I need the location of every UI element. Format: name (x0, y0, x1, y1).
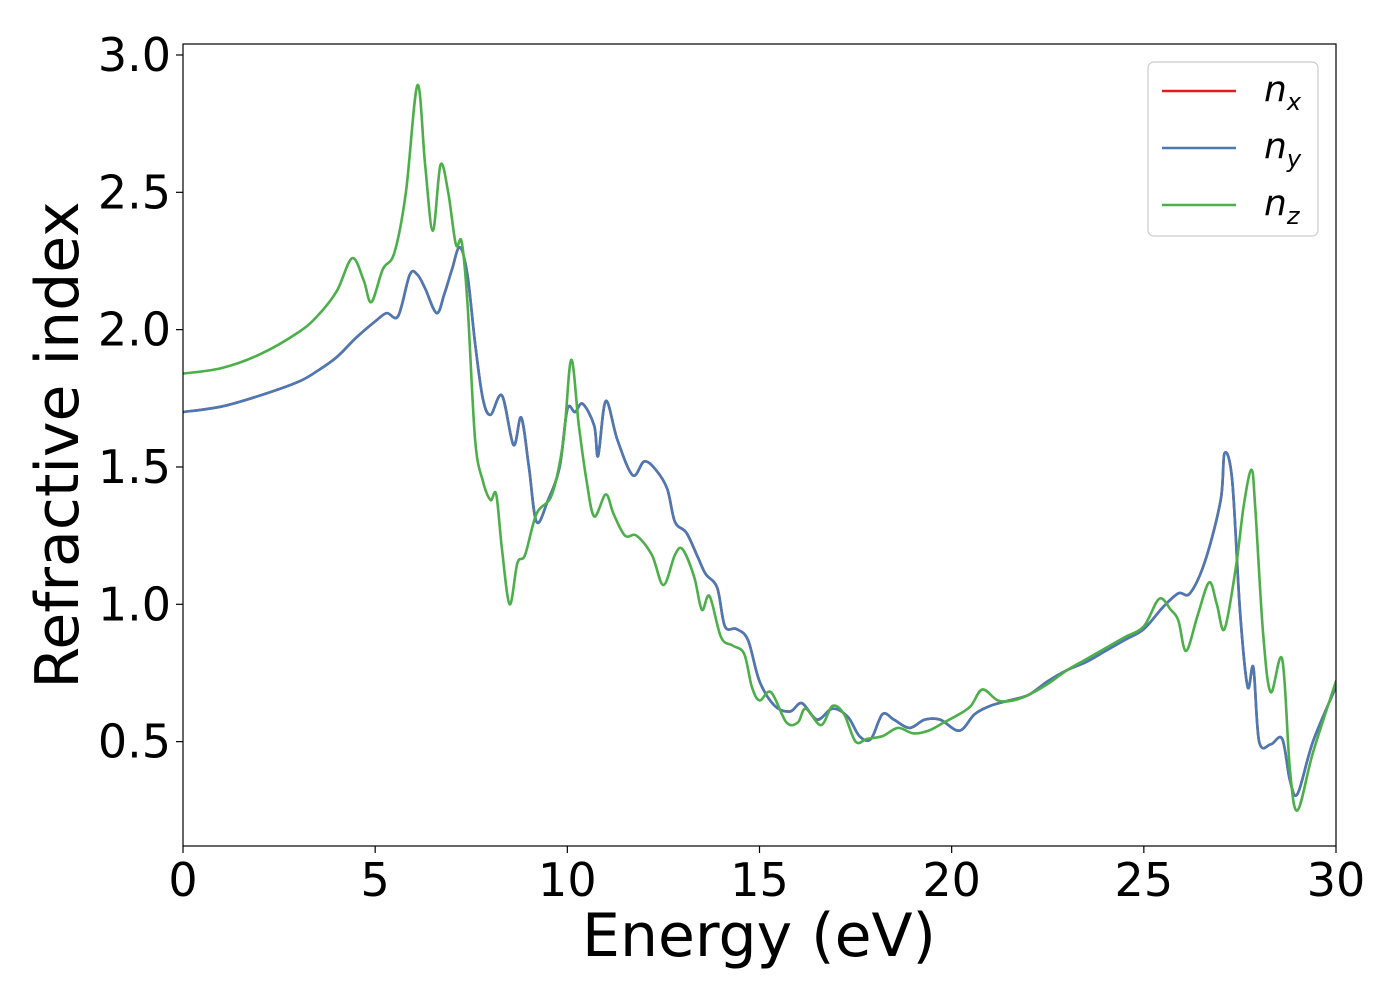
legend: nx ny nz (1147, 61, 1319, 237)
x-tick-label: 5 (361, 853, 390, 907)
series-line-z (183, 83, 1336, 812)
x-tick-label: 30 (1307, 853, 1366, 907)
x-tick-label: 10 (538, 853, 597, 907)
y-tick-label: 1.0 (98, 577, 171, 631)
y-axis-title: Refractive index (23, 201, 93, 688)
x-tick-label: 25 (1115, 853, 1174, 907)
y-tick-label: 2.5 (98, 165, 171, 219)
legend-label-y: ny (1264, 126, 1302, 173)
x-axis-ticks: 0 5 10 15 20 25 30 (168, 846, 1365, 907)
legend-label-z: nz (1264, 183, 1301, 230)
y-tick-label: 3.0 (98, 28, 171, 82)
series-layer (183, 83, 1336, 812)
x-tick-label: 0 (168, 853, 197, 907)
y-axis-ticks: 0.5 1.0 1.5 2.0 2.5 3.0 (98, 28, 183, 769)
x-axis-title: Energy (eV) (582, 901, 936, 971)
y-tick-label: 0.5 (98, 715, 171, 769)
series-line-y (183, 245, 1336, 797)
y-tick-label: 2.0 (98, 303, 171, 357)
y-tick-label: 1.5 (98, 440, 171, 494)
legend-label-x: nx (1264, 69, 1302, 116)
x-tick-label: 20 (922, 853, 981, 907)
x-tick-label: 15 (730, 853, 789, 907)
